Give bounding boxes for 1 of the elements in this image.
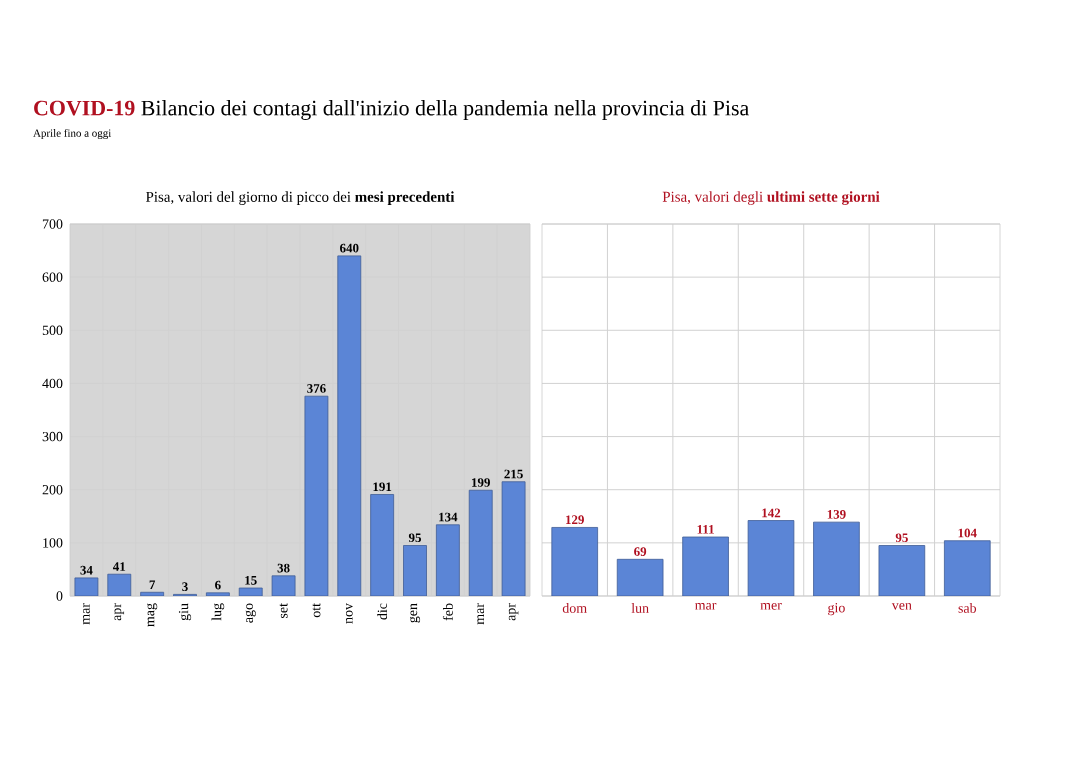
- text: COVID-19 Bilancio dei contagi dall'inizio della pandemia nella provincia di Pisa: [34, 100, 749, 120]
